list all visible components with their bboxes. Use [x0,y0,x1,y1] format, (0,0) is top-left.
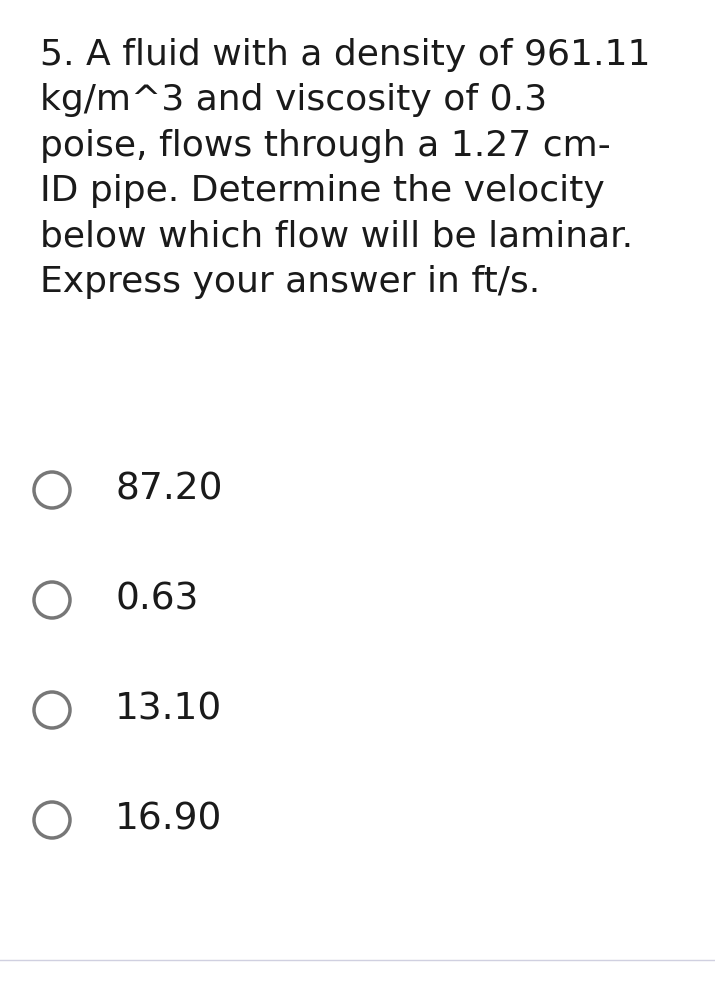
Text: 5. A fluid with a density of 961.11
kg/m^3 and viscosity of 0.3
poise, flows thr: 5. A fluid with a density of 961.11 kg/m… [40,38,651,298]
Text: 0.63: 0.63 [115,582,198,618]
Text: 13.10: 13.10 [115,692,222,728]
Text: 87.20: 87.20 [115,472,222,508]
Text: 16.90: 16.90 [115,802,222,838]
